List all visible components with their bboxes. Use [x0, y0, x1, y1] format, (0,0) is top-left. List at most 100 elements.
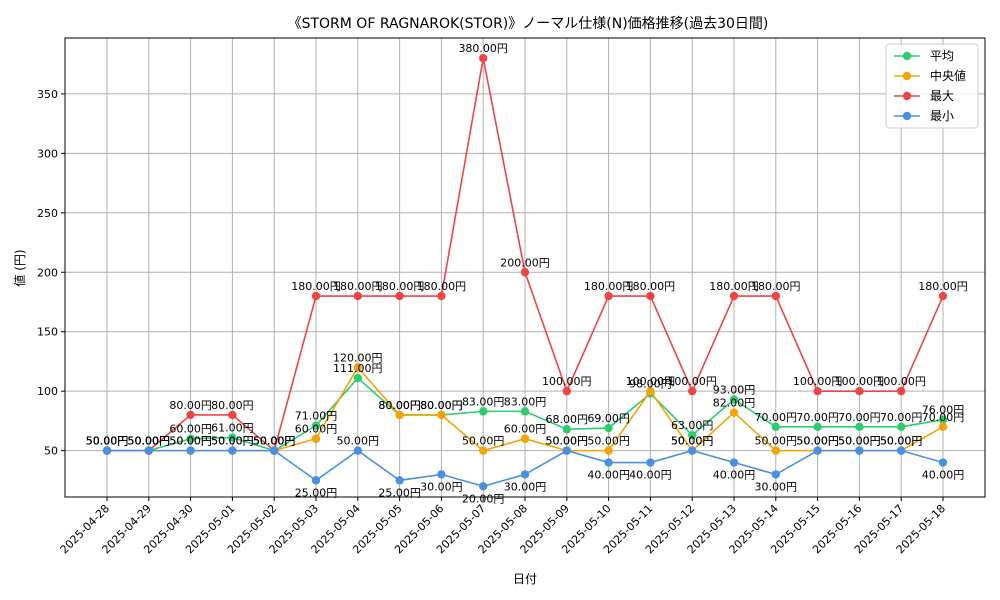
y-axis-label: 値 (円): [12, 249, 27, 286]
x-axis-label: 日付: [513, 572, 537, 586]
data-point: [562, 425, 571, 434]
data-label: 50.00円: [128, 435, 171, 448]
data-point: [813, 446, 822, 455]
data-point: [479, 54, 488, 63]
data-point: [520, 434, 530, 443]
data-label: 50.00円: [796, 435, 839, 448]
y-tick-label: 300: [37, 147, 58, 160]
series-group: [102, 54, 948, 491]
data-label: 30.00円: [420, 480, 463, 493]
data-label: 50.00円: [128, 435, 171, 448]
legend-box: [885, 43, 979, 129]
data-point: [771, 470, 780, 479]
data-point: [353, 446, 362, 455]
data-label: 100.00円: [667, 375, 717, 388]
y-axis: 50 100 150 200 250 300 350: [37, 88, 65, 458]
data-label: 50.00円: [86, 435, 129, 448]
data-point: [646, 458, 655, 467]
data-point: [479, 407, 488, 416]
data-label: 180.00円: [333, 280, 383, 293]
y-tick-label: 200: [37, 266, 58, 279]
data-label: 180.00円: [375, 280, 425, 293]
data-label: 50.00円: [211, 435, 254, 448]
data-point: [311, 476, 321, 485]
data-label: 60.00円: [504, 423, 547, 436]
data-label: 70.00円: [796, 411, 839, 424]
data-label: 50.00円: [86, 435, 129, 448]
data-point: [938, 458, 948, 467]
plot-frame: [64, 37, 986, 498]
data-label: 50.00円: [462, 435, 505, 448]
data-label: 50.00円: [546, 435, 589, 448]
data-label: 69.00円: [587, 412, 630, 425]
data-point: [771, 422, 780, 432]
data-label: 111.00円: [333, 362, 383, 375]
data-label: 60.00円: [169, 423, 212, 436]
data-label: 100.00円: [542, 375, 592, 388]
data-label: 68.00円: [546, 413, 589, 426]
data-label: 40.00円: [713, 469, 756, 482]
data-point: [270, 446, 279, 455]
y-tick-label: 250: [37, 207, 58, 220]
data-label: 50.00円: [546, 435, 589, 448]
legend-label: 平均: [930, 49, 954, 63]
data-point: [855, 446, 864, 455]
data-point: [479, 482, 488, 491]
data-point: [437, 410, 446, 420]
data-label: 70.00円: [880, 411, 923, 424]
data-point: [729, 458, 739, 467]
data-label: 50.00円: [211, 435, 254, 448]
data-label: 50.00円: [253, 435, 296, 448]
data-label: 380.00円: [458, 42, 508, 55]
data-label: 180.00円: [584, 280, 634, 293]
data-point: [562, 446, 571, 455]
data-label: 50.00円: [671, 435, 714, 448]
data-point: [938, 291, 948, 301]
data-point: [813, 422, 822, 432]
data-label: 70.00円: [755, 411, 798, 424]
data-label: 50.00円: [880, 435, 923, 448]
data-label: 50.00円: [253, 435, 296, 448]
data-point: [855, 422, 864, 432]
data-label: 30.00円: [755, 480, 798, 493]
data-label: 100.00円: [876, 375, 926, 388]
data-point: [102, 446, 112, 455]
data-point: [437, 470, 446, 479]
data-point: [604, 446, 613, 455]
data-label: 80.00円: [420, 399, 463, 412]
chart-title: 《STORM OF RAGNAROK(STOR)》ノーマル仕様(N)価格推移(過…: [288, 16, 769, 32]
data-point: [897, 446, 906, 455]
series-1-labels: 50.00円 50.00円 50.00円 50.00円 50.00円60.00円120.…: [86, 351, 965, 447]
data-point: [353, 291, 362, 301]
data-label: 30.00円: [504, 480, 547, 493]
data-label: 40.00円: [587, 469, 630, 482]
data-point: [395, 410, 404, 420]
y-tick-label: 100: [37, 385, 58, 398]
data-label: 83.00円: [462, 395, 505, 408]
y-tick-label: 50: [44, 445, 58, 458]
data-point: [311, 421, 321, 430]
data-point: [228, 433, 237, 442]
data-label: 100.00円: [793, 375, 843, 388]
y-tick-label: 150: [37, 326, 58, 339]
data-point: [353, 373, 362, 383]
data-label: 61.00円: [211, 422, 254, 435]
data-point: [311, 434, 321, 443]
data-label: 50.00円: [253, 435, 296, 448]
data-point: [520, 470, 530, 479]
data-point: [311, 291, 321, 301]
data-label: 50.00円: [169, 435, 212, 448]
data-label: 180.00円: [751, 280, 801, 293]
data-label: 80.00円: [211, 399, 254, 412]
data-label: 25.00円: [295, 486, 338, 499]
data-label: 40.00円: [922, 469, 965, 482]
data-point: [604, 423, 613, 433]
data-label: 50.00円: [838, 435, 881, 448]
data-label: 98.00円: [629, 378, 672, 391]
data-point: [395, 476, 404, 485]
data-point: [437, 291, 446, 301]
